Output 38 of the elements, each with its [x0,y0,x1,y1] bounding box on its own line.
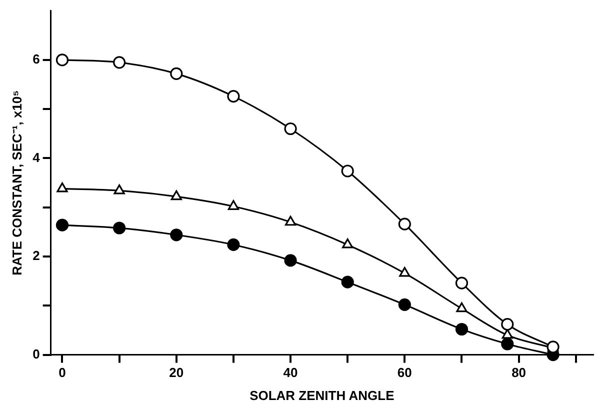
point [284,254,297,267]
point [170,67,183,80]
point [455,276,468,290]
point [456,302,468,312]
point [501,318,514,331]
x-axis-title: SOLAR ZENITH ANGLE [250,388,395,403]
point [56,218,69,232]
point [113,56,126,69]
point [398,298,411,311]
point [114,184,125,194]
y-tick-label: 6 [32,52,40,67]
point [501,338,514,350]
x-tick-label: 20 [169,365,184,380]
y-tick-label: 2 [32,248,40,264]
point [56,54,69,66]
point [170,228,183,242]
x-tick-label: 40 [283,365,298,380]
point [398,218,411,230]
point [284,122,297,136]
point [284,216,296,226]
y-axis-title: RATE CONSTANT, SEC⁻¹, x10⁵ [9,90,24,276]
x-tick-label: 0 [58,365,66,380]
point [502,328,513,339]
x-tick-label: 60 [397,365,412,380]
point [170,190,182,200]
point [399,266,410,277]
point [113,222,126,234]
point [56,182,68,192]
point [342,238,354,248]
point [228,200,240,210]
y-tick-label: 0 [32,346,40,362]
point [341,164,354,178]
y-tick-label: 4 [32,150,41,165]
point [227,238,240,252]
x-tick-label: 80 [512,365,526,380]
point [341,276,354,288]
point [455,322,468,336]
point [227,90,240,103]
